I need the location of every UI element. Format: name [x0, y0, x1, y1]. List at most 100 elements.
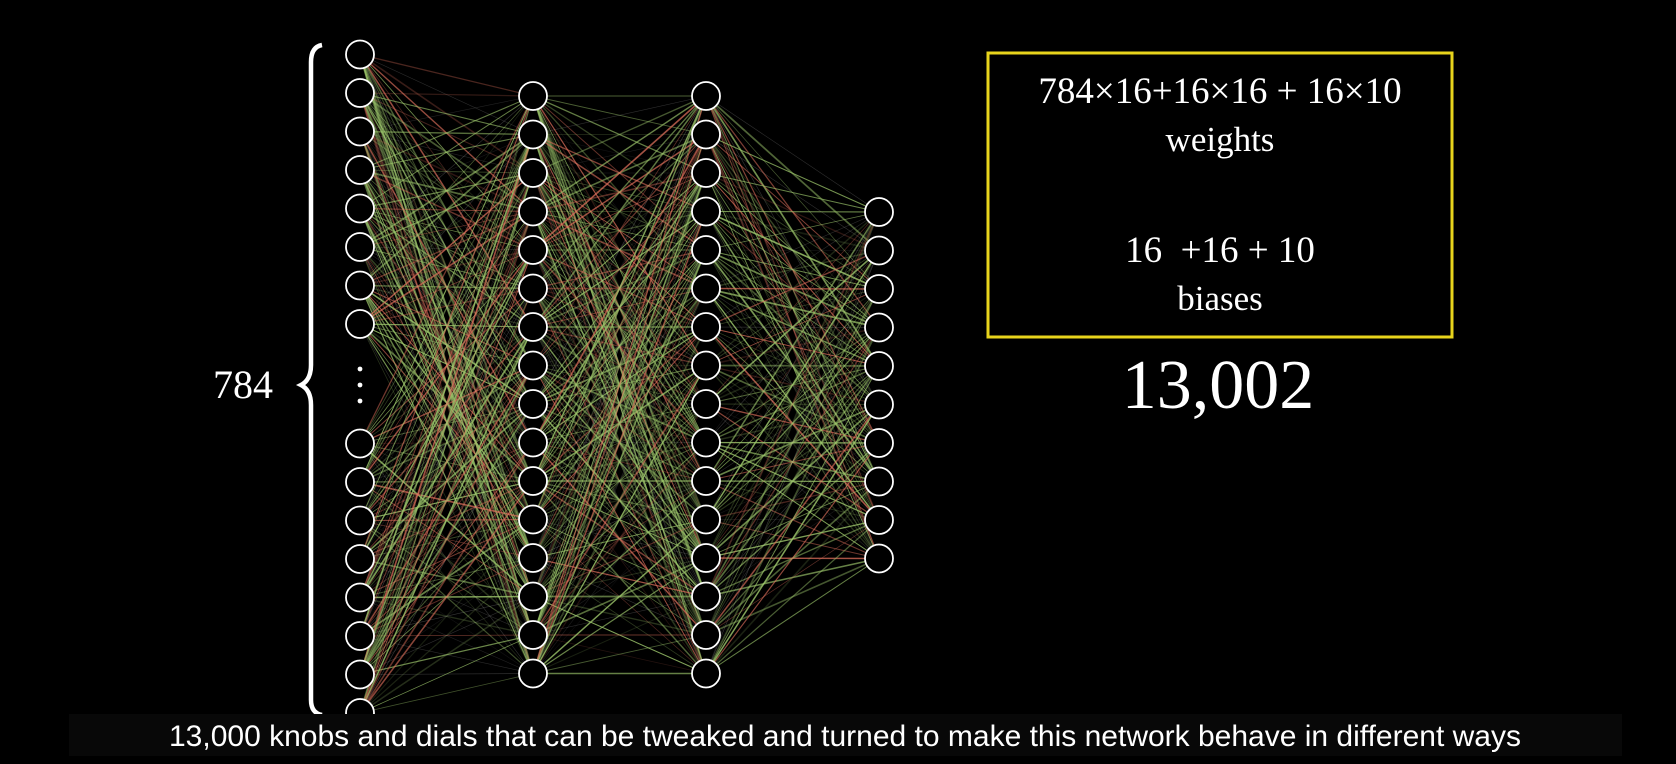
edge: [532, 134, 707, 559]
neuron: [345, 78, 375, 108]
edge: [705, 288, 880, 559]
edge: [359, 365, 534, 714]
edge: [359, 480, 534, 714]
neuron: [864, 389, 894, 420]
edge: [359, 54, 534, 289]
edge: [532, 95, 707, 174]
edge: [359, 172, 534, 675]
edge: [532, 249, 707, 674]
edge: [532, 557, 707, 674]
biases-label: biases: [1177, 279, 1263, 318]
edge: [532, 95, 707, 251]
neuron: [518, 158, 548, 188]
edge: [532, 95, 707, 213]
edge: [705, 211, 880, 367]
edge: [359, 596, 534, 636]
edge: [359, 519, 534, 714]
neuron: [691, 427, 721, 458]
neuron: [345, 582, 375, 613]
edge: [532, 172, 707, 674]
neuron: [864, 466, 894, 497]
neuron: [518, 350, 548, 381]
neuron: [518, 273, 548, 304]
edge: [359, 246, 534, 366]
edge: [705, 249, 880, 328]
edge: [359, 403, 534, 675]
edge: [705, 327, 880, 520]
edge: [705, 134, 880, 213]
biases-expression: 16 +16 + 10: [1125, 230, 1315, 271]
edge: [705, 95, 880, 213]
edge: [705, 327, 880, 636]
edge: [532, 326, 707, 674]
edge: [705, 404, 880, 597]
edge: [532, 596, 707, 674]
edge: [705, 250, 880, 366]
edge: [359, 95, 534, 714]
edge: [532, 95, 707, 443]
edge: [705, 211, 880, 328]
edge: [532, 403, 707, 559]
edge: [359, 134, 534, 325]
edge: [705, 480, 880, 675]
edge: [705, 558, 880, 674]
edge: [705, 211, 880, 482]
neuron: [864, 428, 894, 458]
edge: [532, 519, 707, 636]
edge: [359, 323, 534, 674]
neuron: [691, 581, 721, 612]
edge: [532, 95, 707, 482]
neuron: [864, 505, 894, 535]
neuron: [691, 81, 721, 111]
edge: [705, 288, 880, 597]
edge: [359, 172, 534, 714]
edge: [359, 595, 534, 714]
edge: [359, 134, 534, 714]
edge: [359, 95, 534, 560]
edge: [705, 365, 880, 674]
neuron: [518, 312, 548, 342]
edge: [532, 134, 707, 405]
edge: [532, 172, 707, 520]
edge: [705, 211, 880, 251]
neuron: [691, 389, 721, 419]
neuron: [345, 116, 375, 147]
edge: [532, 134, 707, 674]
edge: [532, 442, 707, 674]
edge: [532, 95, 707, 636]
edge: [359, 95, 534, 325]
edge: [532, 365, 707, 674]
edge: [359, 326, 534, 714]
neuron: [518, 466, 548, 496]
edge: [705, 404, 880, 674]
neuron: [691, 658, 721, 689]
edge: [359, 95, 534, 209]
edge: [705, 250, 880, 482]
edge: [359, 92, 534, 97]
neuron: [345, 309, 375, 339]
neuron: [345, 544, 375, 574]
edge: [532, 95, 707, 366]
neuron: [518, 119, 548, 150]
edge: [705, 172, 880, 213]
edge: [359, 134, 534, 560]
total-count: 13,002: [1122, 347, 1315, 424]
edge: [705, 211, 880, 597]
edge: [532, 95, 707, 674]
edge: [532, 211, 707, 636]
edge: [359, 673, 534, 714]
edge: [532, 480, 707, 636]
neuron: [518, 81, 548, 111]
dot: [357, 366, 363, 372]
neuron: [518, 389, 548, 419]
edge: [359, 211, 534, 714]
edge: [705, 327, 880, 674]
dot: [357, 382, 363, 388]
edge: [705, 250, 880, 597]
edge: [705, 288, 880, 520]
edge: [359, 249, 534, 675]
neuron: [518, 504, 548, 535]
edge: [359, 95, 534, 171]
